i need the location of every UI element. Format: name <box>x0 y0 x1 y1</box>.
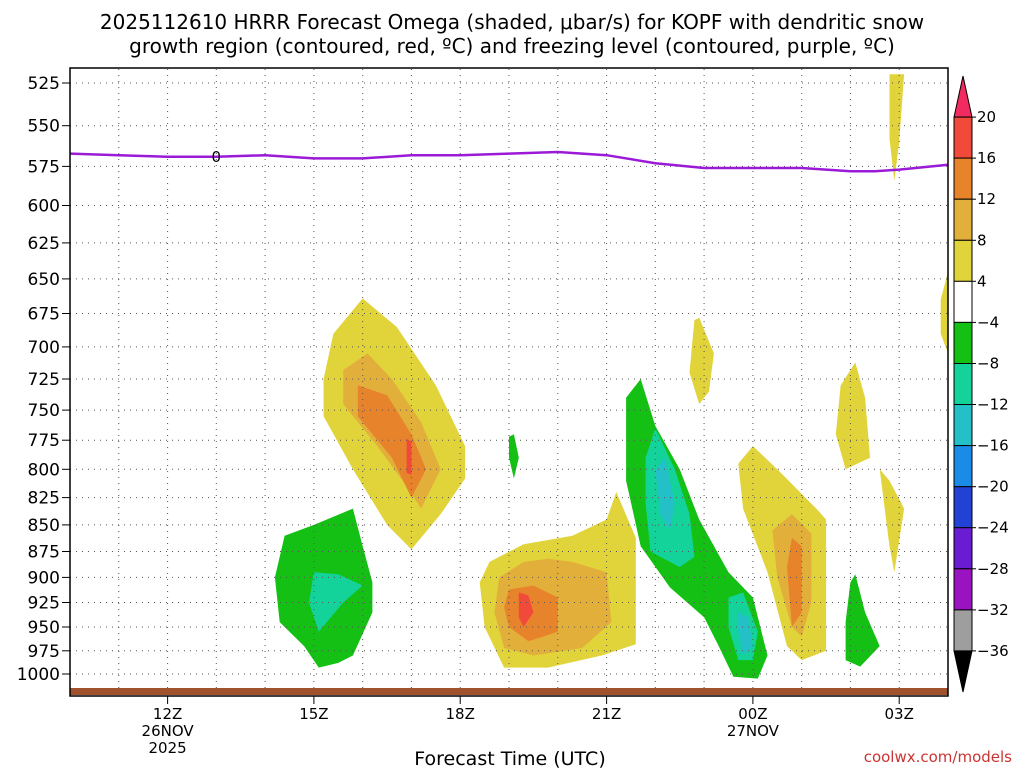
omega-region-14 <box>879 469 905 573</box>
y-tick-label-800: 800 <box>28 460 60 480</box>
y-tick-label-750: 750 <box>28 401 60 421</box>
y-tick-label-650: 650 <box>28 270 60 290</box>
colorbar-label-9: −16 <box>977 437 1009 455</box>
terrain-surface <box>70 688 948 695</box>
colorbar-band-14 <box>953 609 973 652</box>
y-tick-label-625: 625 <box>28 234 60 254</box>
omega-shaded-regions <box>274 74 948 679</box>
y-tick-label-675: 675 <box>28 305 60 325</box>
omega-region-18 <box>309 572 363 632</box>
y-tick-label-525: 525 <box>28 74 60 94</box>
omega-region-25 <box>845 574 880 667</box>
y-tick-label-825: 825 <box>28 489 60 509</box>
plot-frame <box>69 67 949 697</box>
y-tick-label-600: 600 <box>28 197 60 217</box>
chart-title-line2: growth region (contoured, red, ºC) and f… <box>129 34 895 58</box>
omega-region-24 <box>738 612 753 656</box>
colorbar-label-6: −4 <box>977 313 999 331</box>
y-tick-label-875: 875 <box>28 543 60 563</box>
x-tick-label-15Z: 15Z <box>299 705 328 723</box>
y-tick-label-900: 900 <box>28 568 60 588</box>
x-tick-label-18Z: 18Z <box>446 705 475 723</box>
omega-region-4 <box>406 439 412 475</box>
freezing-level-line <box>69 150 949 173</box>
colorbar: 20 16 12 8 4 −4 −8 −12 −16 −20 −24 −28 −32 −36 <box>953 75 1009 693</box>
omega-region-9 <box>689 317 714 404</box>
chart-title-line1: 2025112610 HRRR Forecast Omega (shaded, … <box>100 10 924 34</box>
x-tick-year-12Z: 2025 <box>149 739 187 757</box>
omega-region-12 <box>787 537 802 627</box>
y-tick-label-700: 700 <box>28 338 60 358</box>
freezing-level-label: 0 <box>212 148 222 166</box>
colorbar-band-5 <box>953 239 973 282</box>
omega-region-19 <box>509 434 519 479</box>
x-tick-label-00Z: 00Z <box>738 705 767 723</box>
colorbar-band-7 <box>953 321 973 364</box>
colorbar-band-10 <box>953 445 973 488</box>
colorbar-label-8: −12 <box>977 396 1009 414</box>
omega-region-16 <box>940 271 948 354</box>
colorbar-label-12: −28 <box>977 560 1009 578</box>
colorbar-label-5: 4 <box>977 272 987 290</box>
colorbar-band-3 <box>953 157 973 200</box>
y-tick-label-850: 850 <box>28 516 60 536</box>
y-tick-label-925: 925 <box>28 594 60 614</box>
colorbar-band-4 <box>953 198 973 241</box>
colorbar-band-9 <box>953 404 973 447</box>
colorbar-band-13 <box>953 568 973 611</box>
colorbar-label-1: 20 <box>977 108 996 126</box>
colorbar-label-13: −32 <box>977 601 1009 619</box>
colorbar-band-11 <box>953 486 973 529</box>
colorbar-label-10: −20 <box>977 478 1009 496</box>
y-tick-label-1000: 1000 <box>17 665 60 685</box>
colorbar-label-3: 12 <box>977 190 996 208</box>
x-tick-label-21Z: 21Z <box>592 705 621 723</box>
y-tick-label-975: 975 <box>28 642 60 662</box>
omega-region-22 <box>655 457 675 531</box>
x-axis-label: Forecast Time (UTC) <box>414 748 605 768</box>
colorbar-band-8 <box>953 363 973 406</box>
gridlines <box>70 69 948 688</box>
omega-region-13 <box>835 362 870 470</box>
x-tick-label-12Z: 12Z <box>153 705 182 723</box>
x-tick-label-03Z: 03Z <box>885 705 914 723</box>
colorbar-label-2: 16 <box>977 149 996 167</box>
colorbar-band-6 <box>953 280 973 323</box>
colorbar-label-14: −36 <box>977 642 1009 660</box>
credit-text: coolwx.com/models <box>864 748 1012 766</box>
x-tick-date-12Z: 26NOV <box>142 722 195 740</box>
y-tick-label-575: 575 <box>28 157 60 177</box>
colorbar-band-15 <box>953 650 973 693</box>
colorbar-band-2 <box>953 116 973 159</box>
x-tick-date-00Z: 27NOV <box>727 722 780 740</box>
omega-region-8 <box>518 592 534 627</box>
colorbar-label-11: −24 <box>977 519 1009 537</box>
colorbar-band-1 <box>953 75 973 118</box>
colorbar-label-7: −8 <box>977 355 999 373</box>
y-axis-ticks: 525 550 575 600 625 650 675 700 725 750 775 800 825 8… <box>17 74 70 685</box>
y-tick-label-950: 950 <box>28 618 60 638</box>
y-tick-label-550: 550 <box>28 117 60 137</box>
colorbar-label-4: 8 <box>977 231 987 249</box>
colorbar-band-12 <box>953 527 973 570</box>
omega-region-15 <box>889 74 905 181</box>
y-tick-label-775: 775 <box>28 431 60 451</box>
y-tick-label-725: 725 <box>28 370 60 390</box>
